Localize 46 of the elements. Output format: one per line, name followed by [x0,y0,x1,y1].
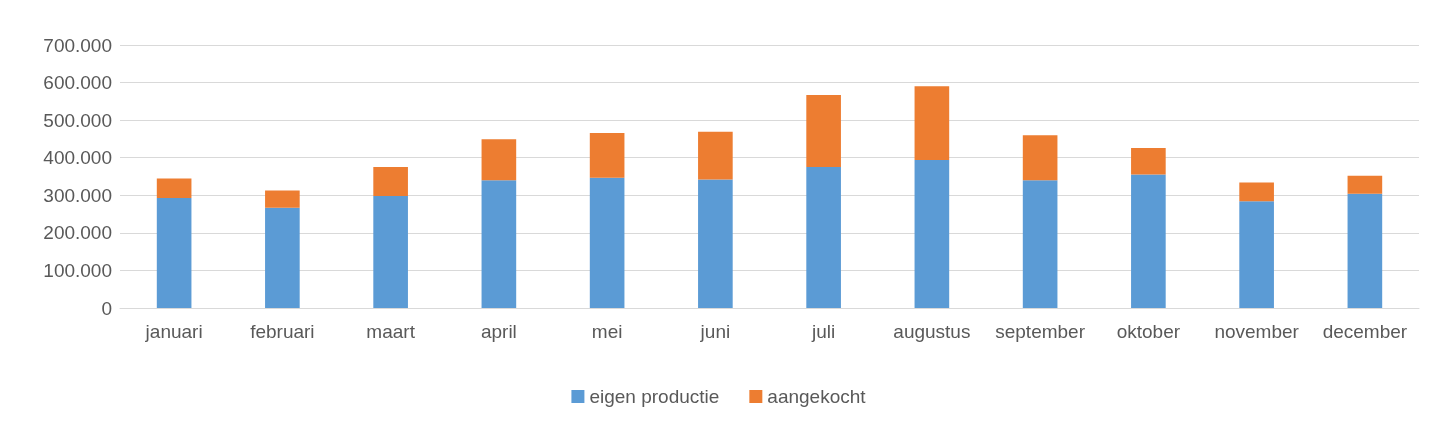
x-tick-label: december [1322,321,1408,342]
bar [698,131,733,180]
x-tick-label: maart [366,321,416,342]
bar [1022,135,1058,181]
y-tick-label: 500.000 [43,109,112,131]
x-tick-label: augustus [893,321,971,342]
y-tick-label: 100.000 [43,259,112,281]
bar [589,132,625,178]
x-tick-label: oktober [1116,321,1181,342]
x-tick-label: mei [591,321,623,342]
bar [1022,180,1058,308]
y-tick-label: 600.000 [43,72,112,94]
bar [481,139,517,181]
x-tick-label: november [1214,321,1300,342]
bar [1239,201,1274,308]
bar [1347,175,1383,194]
bar [1239,182,1274,202]
bar [1131,147,1166,175]
y-tick-label: 300.000 [43,184,112,206]
bar [806,94,841,168]
bar [698,179,733,308]
bar [1347,193,1383,308]
x-tick-label: januari [144,321,203,342]
bar [265,190,300,208]
bar [373,196,408,308]
bar [914,159,950,308]
legend-label: aangekocht [767,386,867,407]
x-tick-label: september [995,321,1086,342]
bar [373,167,408,197]
x-tick-label: juli [811,321,836,342]
x-tick-label: april [480,321,517,342]
bar [806,167,841,308]
bar [481,180,517,308]
bar [156,178,192,198]
y-tick-label: 0 [101,297,112,319]
y-tick-label: 700.000 [43,34,112,56]
legend-label: eigen productie [589,386,720,407]
bar [589,177,625,308]
bar [156,197,192,308]
y-tick-label: 400.000 [43,147,112,169]
bar [1131,174,1166,308]
bar [265,207,300,308]
y-tick-label: 200.000 [43,222,112,244]
x-tick-label: juni [699,321,731,342]
x-tick-label: februari [250,321,315,342]
bar [914,86,950,160]
